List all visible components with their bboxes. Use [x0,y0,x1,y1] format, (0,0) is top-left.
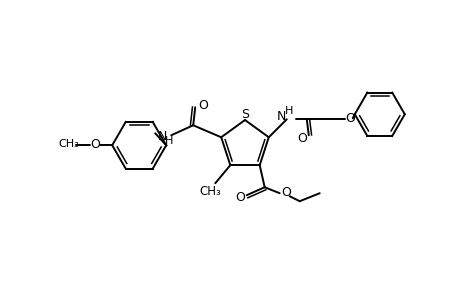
Text: CH₃: CH₃ [199,185,221,198]
Text: O: O [296,132,306,145]
Text: CH₃: CH₃ [59,139,79,149]
Text: O: O [344,112,354,125]
Text: O: O [90,138,100,151]
Text: S: S [241,107,248,121]
Text: H: H [165,136,173,146]
Text: O: O [198,99,208,112]
Text: H: H [284,106,292,116]
Text: O: O [280,186,290,199]
Text: N: N [276,110,286,123]
Text: O: O [234,191,244,204]
Text: N: N [157,130,167,143]
